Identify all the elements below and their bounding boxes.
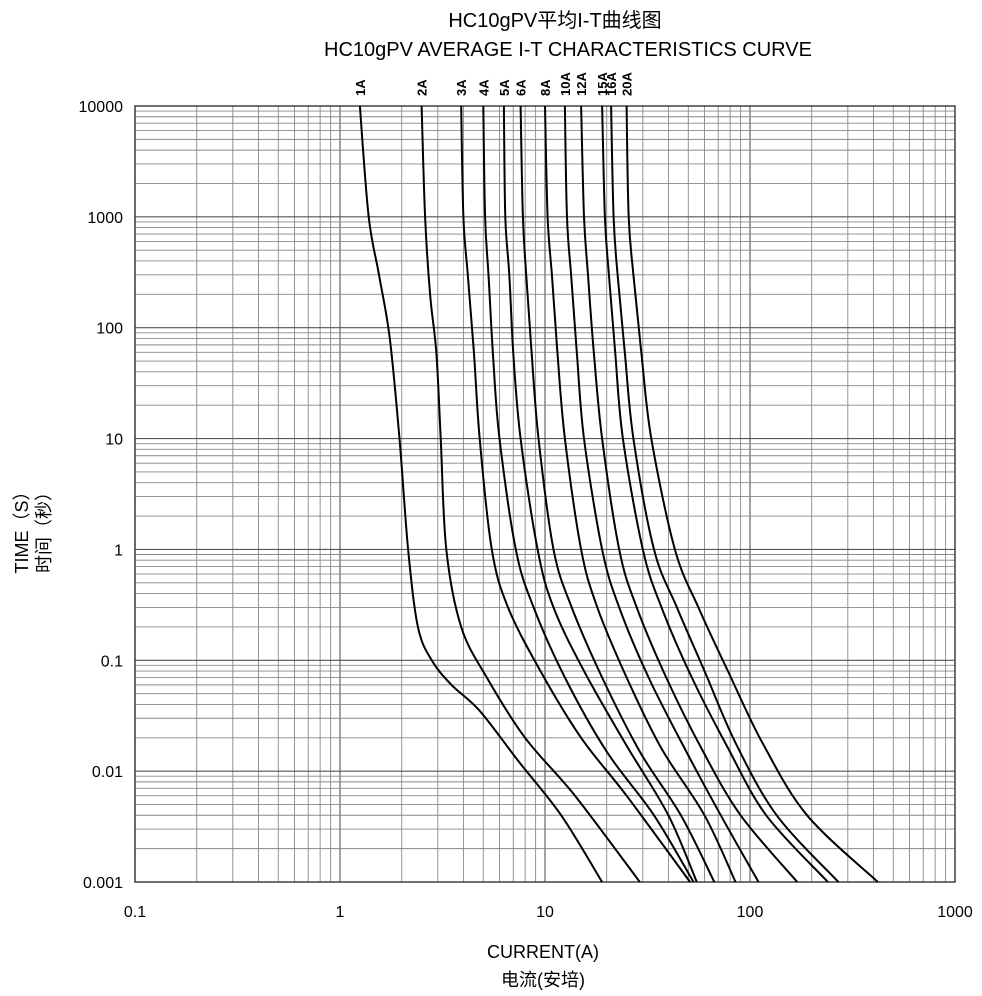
series-line-5A: [502, 105, 698, 883]
series-line-4A: [482, 105, 695, 883]
x-tick-label: 1000: [937, 904, 973, 921]
series-line-6A: [519, 105, 716, 883]
grid: [134, 105, 956, 883]
series-line-1A: [358, 105, 603, 883]
chart-subtitle: HC10gPV AVERAGE I-T CHARACTERISTICS CURV…: [324, 39, 812, 61]
series-line-12A: [580, 105, 798, 883]
series-label-10A: 10A: [558, 72, 573, 96]
series-line-16A: [610, 105, 840, 883]
series-label-2A: 2A: [415, 79, 430, 96]
y-tick-label: 1000: [87, 210, 123, 227]
x-tick-label: 100: [737, 904, 764, 921]
series-label-1A: 1A: [353, 79, 368, 96]
x-tick-label: 10: [536, 904, 554, 921]
series-label-16A: 16A: [604, 72, 619, 96]
series-label-6A: 6A: [514, 79, 529, 96]
series-label-15A: 15A: [595, 72, 610, 96]
y-axis-title: TIME（S）: [12, 482, 32, 573]
y-tick-labels: 10000 1000 100 10 1 0.1 0.01 0.001: [79, 99, 124, 892]
series-line-15A: [601, 105, 829, 883]
y-tick-label: 10: [105, 432, 123, 449]
series-label-4A: 4A: [476, 79, 491, 96]
y-tick-label: 0.001: [83, 875, 123, 892]
series-line-8A: [544, 105, 737, 883]
series-label-12A: 12A: [574, 72, 589, 96]
chart-title: HC10gPV平均I-T曲线图: [448, 9, 661, 32]
x-tick-label: 1: [336, 904, 345, 921]
y-axis-title-cn: 时间（秒）: [34, 483, 54, 573]
series-line-10A: [563, 105, 760, 883]
x-tick-labels: 0.1 1 10 100 1000: [124, 904, 973, 921]
y-tick-label: 0.01: [92, 764, 123, 781]
y-tick-label: 1: [114, 542, 123, 559]
x-axis-title-cn: 电流(安培): [501, 970, 585, 990]
y-tick-label: 10000: [79, 99, 124, 116]
series-lines: [358, 105, 879, 883]
series-line-20A: [625, 105, 879, 883]
series-label-8A: 8A: [538, 79, 553, 96]
x-tick-label: 0.1: [124, 904, 146, 921]
series-label-5A: 5A: [497, 79, 512, 96]
series-line-2A: [420, 105, 641, 883]
series-label-20A: 20A: [620, 72, 635, 96]
x-axis-title: CURRENT(A): [487, 942, 599, 962]
series-label-3A: 3A: [454, 79, 469, 96]
y-tick-label: 100: [96, 321, 123, 338]
series-line-3A: [460, 105, 691, 883]
y-tick-label: 0.1: [101, 653, 123, 670]
